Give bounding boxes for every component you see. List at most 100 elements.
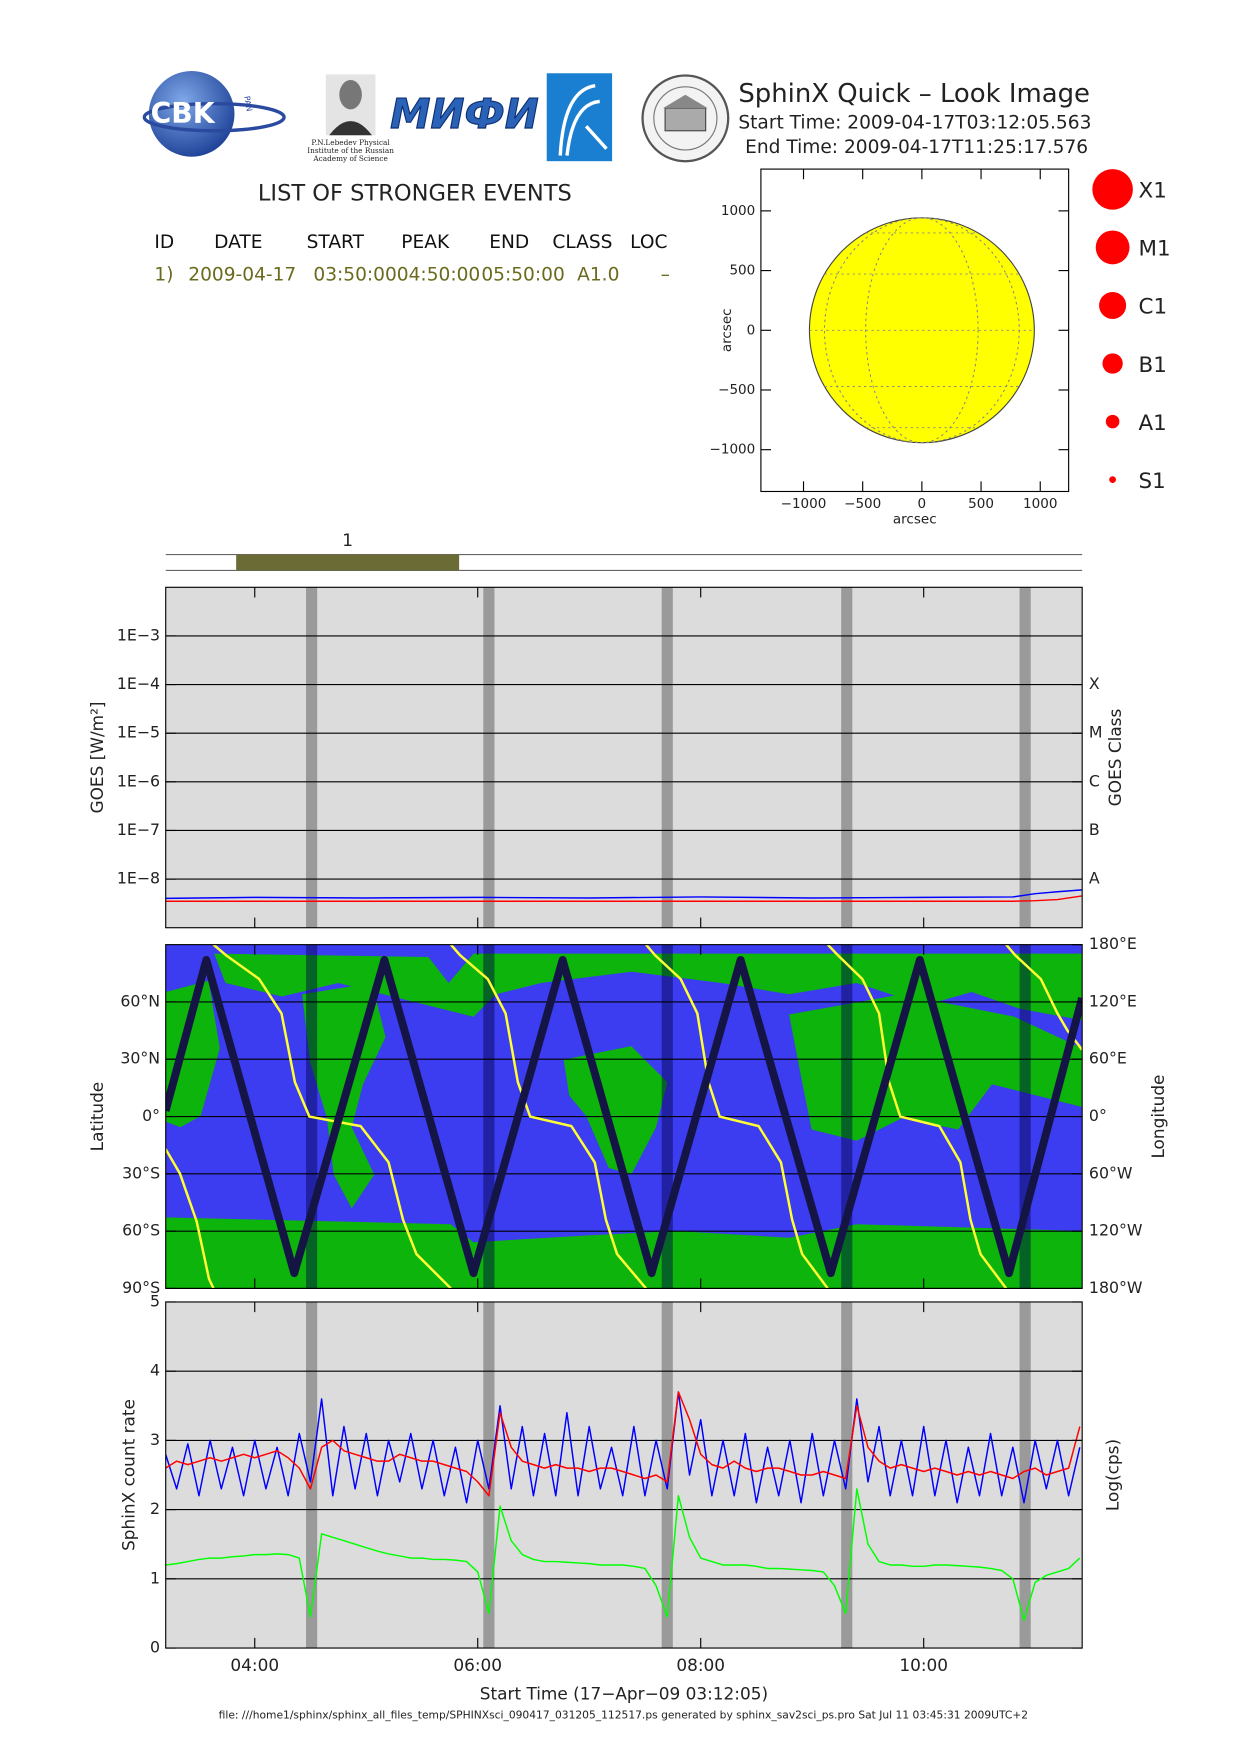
y-axis-label: SphinX count rate <box>119 1399 139 1551</box>
cbk-logo: CBK PAN <box>142 71 286 157</box>
y-tick-label: 1E−4 <box>117 674 160 693</box>
land-north <box>214 953 1083 1021</box>
x-tick-label: 500 <box>968 496 994 512</box>
seal-building <box>664 107 707 132</box>
class-dot <box>1099 291 1127 320</box>
panel-background <box>165 1301 1083 1649</box>
class-label: B1 <box>1139 353 1167 378</box>
land-asia <box>789 994 1083 1141</box>
data-line <box>165 944 1083 1289</box>
logo-text: CBK <box>151 97 216 130</box>
y2-tick-label: A <box>1089 869 1100 888</box>
y-tick-label: 500 <box>729 263 755 279</box>
portrait-body <box>329 121 373 136</box>
y-tick-label: 1E−5 <box>117 723 160 742</box>
eclipse-band <box>483 1301 495 1649</box>
eclipse-band <box>1019 1301 1031 1649</box>
y-tick-label: 4 <box>150 1361 160 1380</box>
class-label: C1 <box>1139 295 1168 320</box>
y-tick-label: 1 <box>150 1568 160 1587</box>
seal-logo <box>641 74 730 163</box>
y2-tick-label: 60°W <box>1089 1163 1133 1182</box>
y-tick-label: 5 <box>150 1291 160 1310</box>
event-cell: 1) <box>154 265 173 286</box>
plot-area <box>165 944 1083 1289</box>
class-dot <box>1095 230 1130 265</box>
event-cell: 05:50:00 <box>481 265 564 286</box>
seal-inner <box>653 86 718 151</box>
logo-caption: Institute of the Russian <box>307 146 394 155</box>
y2-tick-label: 60°E <box>1089 1049 1127 1068</box>
y-tick-label: 30°S <box>122 1163 160 1182</box>
lebedev-logo: P.N.Lebedev Physical Institute of the Ru… <box>307 74 394 163</box>
x-tick-label: 08:00 <box>676 1655 725 1675</box>
class-dot <box>1109 476 1116 484</box>
sun-disk <box>808 217 1035 444</box>
class-label: S1 <box>1139 469 1166 494</box>
events-title: LIST OF STRONGER EVENTS <box>258 180 572 206</box>
data-line <box>165 956 1083 1278</box>
y2-tick-label: 180°E <box>1089 934 1137 953</box>
y-tick-label: 1E−7 <box>117 820 160 839</box>
column-header: CLASS <box>552 232 612 253</box>
eclipse-band <box>841 587 853 928</box>
y2-tick-label: 120°W <box>1089 1221 1143 1240</box>
y2-axis-label: Longitude <box>1148 1075 1168 1159</box>
y-tick-label: 1E−3 <box>117 625 160 644</box>
logo-sub: PAN <box>242 95 254 112</box>
class-dot <box>1092 169 1133 210</box>
eclipse-band <box>661 587 673 928</box>
eclipse-band <box>483 587 495 928</box>
panel-background <box>165 587 1083 928</box>
y-axis-label: GOES [W/m²] <box>87 702 107 814</box>
logo-arcs <box>558 83 608 156</box>
x-axis-label: arcsec <box>893 512 937 528</box>
class-label: A1 <box>1139 411 1167 436</box>
start-time: Start Time: 2009-04-17T03:12:05.563 <box>738 112 1091 133</box>
y-tick-label: 1000 <box>721 203 755 219</box>
event-bar <box>236 554 460 571</box>
land-africa <box>563 1046 668 1175</box>
y-tick-label: 0 <box>150 1638 160 1657</box>
event-bar-label: 1 <box>342 530 353 550</box>
eclipse-band <box>661 1301 673 1649</box>
seal-roof <box>662 94 708 109</box>
logo-disk <box>148 71 235 157</box>
y2-tick-label: M <box>1089 723 1103 742</box>
x-tick-label: 04:00 <box>230 1655 279 1675</box>
logo-caption: P.N.Lebedev Physical <box>311 138 390 147</box>
land-south <box>165 1217 1083 1289</box>
class-dot <box>1102 353 1123 374</box>
column-header: END <box>489 232 529 253</box>
data-line <box>165 1488 1081 1622</box>
y-tick-label: 2 <box>150 1499 160 1518</box>
logo-box <box>546 73 613 162</box>
y-tick-label: 3 <box>150 1430 160 1449</box>
y2-axis-label: GOES Class <box>1105 709 1125 807</box>
y-tick-label: 0 <box>747 322 756 338</box>
plot-area <box>165 587 1083 928</box>
eclipse-band <box>1019 587 1031 928</box>
y-tick-label: −1000 <box>710 442 756 458</box>
end-time: End Time: 2009-04-17T11:25:17.576 <box>745 137 1088 158</box>
y2-axis-label: Log(cps) <box>1103 1439 1123 1511</box>
plot-frame <box>165 1301 1083 1649</box>
logo-caption: Academy of Science <box>312 154 387 163</box>
logo-orbit <box>142 102 286 133</box>
x-tick-label: −500 <box>844 496 881 512</box>
title: SphinX Quick – Look Image <box>738 79 1090 109</box>
y-axis-label: arcsec <box>719 308 735 352</box>
event-cell: – <box>661 265 670 286</box>
x-tick-label: 0 <box>918 496 927 512</box>
footer: file: ///home1/sphinx/sphinx_all_files_t… <box>219 1709 1028 1722</box>
data-line <box>165 895 1083 902</box>
column-header: PEAK <box>401 232 450 253</box>
y-tick-label: −500 <box>718 382 755 398</box>
y2-tick-label: C <box>1089 771 1100 790</box>
column-header: DATE <box>214 232 262 253</box>
x-tick-label: 1000 <box>1023 496 1057 512</box>
class-label: X1 <box>1139 179 1167 204</box>
plot-area <box>165 1301 1083 1649</box>
